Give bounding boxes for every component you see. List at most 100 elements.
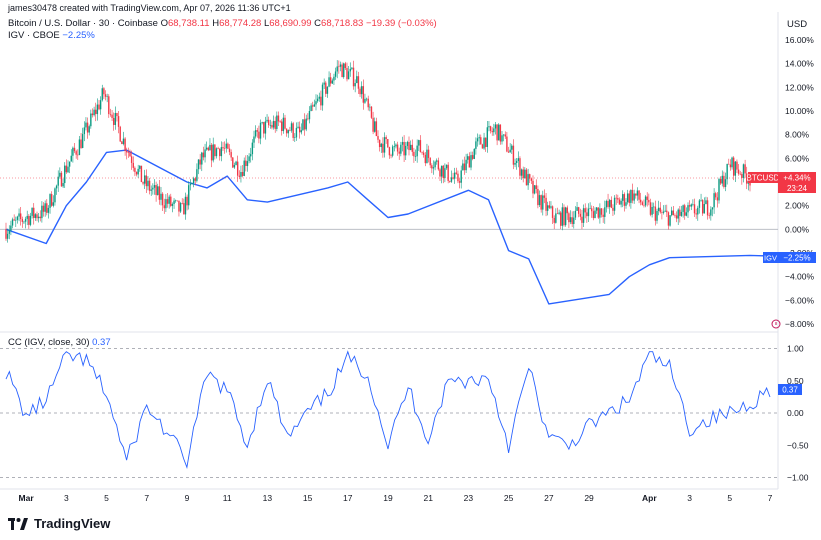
btc-candle-body [680, 211, 683, 216]
btc-candle-body [318, 96, 320, 99]
grid-lines [0, 228, 778, 478]
btc-candle-body [662, 211, 665, 213]
btc-candle-body [279, 121, 281, 123]
btc-candle-body [620, 200, 622, 205]
price-tick-label: 2.00% [785, 201, 810, 211]
btc-candle-body [597, 207, 599, 218]
btc-candle-body [165, 199, 167, 209]
cc-series [5, 350, 771, 469]
compare-legend[interactable]: IGV · CBOE −2.25% [8, 30, 95, 41]
btc-candle-body [706, 200, 709, 216]
btc-candle-body [480, 137, 482, 145]
symbol-legend[interactable]: Bitcoin / U.S. Dollar · 30 · Coinbase O6… [8, 18, 437, 29]
btc-candle-body [114, 112, 117, 125]
cc-tick-label: 0.00 [787, 408, 804, 418]
btc-candle-body [235, 161, 237, 166]
btc-candle-body [201, 152, 203, 165]
btc-candle-body [648, 199, 650, 203]
btc-candle-body [98, 104, 100, 110]
compare-symbol: IGV · CBOE [8, 30, 60, 41]
btc-candle-body [737, 169, 740, 174]
btc-candle-body [157, 186, 159, 196]
btc-candle-body [713, 193, 715, 208]
currency-label[interactable]: USD [787, 19, 808, 30]
btc-candle-body [78, 139, 81, 155]
btc-candle-body [202, 152, 205, 158]
btc-candle-body [507, 151, 510, 153]
indicator-legend[interactable]: CC (IGV, close, 30) 0.37 [8, 337, 111, 348]
igv-series [5, 149, 771, 305]
btc-candle-body [732, 157, 735, 176]
btc-candle-body [393, 146, 396, 147]
btc-candle-body [160, 193, 162, 200]
btc-candle-body [610, 199, 613, 208]
btc-candle-body [349, 68, 351, 72]
btc-candle-body [701, 200, 704, 214]
btc-badge-timer: 23:24 [787, 184, 808, 193]
btc-candle-body [315, 101, 317, 105]
btc-candle-body [462, 163, 464, 171]
btc-candle-body [697, 207, 699, 215]
btc-candle-body [579, 213, 582, 217]
btc-candle-body [189, 184, 192, 186]
btc-candle-body [700, 200, 702, 201]
btc-candle-body [380, 143, 382, 148]
btc-candle-body [517, 158, 520, 161]
btc-candle-body [166, 199, 169, 204]
btc-candle-body [525, 169, 528, 186]
btc-candle-body [49, 194, 51, 208]
btc-candle-body [343, 63, 345, 78]
btc-candle-body [357, 76, 360, 89]
btc-candle-body [690, 204, 692, 207]
btc-candle-body [370, 106, 373, 118]
btc-candle-body [54, 188, 56, 203]
btc-candle-body [16, 216, 19, 220]
btc-candle-body [431, 165, 433, 169]
btc-candle-body [749, 181, 751, 186]
cc-line [5, 350, 771, 469]
btc-candle-body [728, 163, 730, 165]
btc-candle-body [264, 121, 267, 134]
btc-candle-body [103, 88, 105, 95]
btc-candle-body [391, 146, 394, 156]
btc-candle-body [595, 207, 598, 211]
btc-candle-body [703, 203, 706, 214]
btc-candle-body [212, 144, 214, 161]
alert-icon[interactable] [771, 319, 781, 329]
btc-candle-body [352, 67, 355, 87]
cc-value-badge: 0.37 [778, 384, 802, 395]
btc-candle-body [649, 202, 652, 215]
btc-candle-body [331, 80, 334, 84]
btc-candle-body [112, 117, 115, 125]
btc-candle-body [434, 161, 436, 168]
cc-axis-ticks[interactable]: 1.00 0.50 0.00 −0.50 −1.00 [787, 344, 809, 483]
btc-candle-body [57, 176, 59, 186]
time-tick-label: 7 [768, 493, 773, 503]
btc-candle-body [674, 215, 676, 216]
time-tick-label: 9 [185, 493, 190, 503]
btc-candle-body [538, 195, 541, 206]
btc-candle-body [471, 155, 474, 159]
btc-candle-body [377, 136, 379, 140]
btc-candle-body [378, 139, 381, 148]
price-tick-label: 16.00% [785, 35, 814, 45]
btc-candle-body [605, 200, 608, 208]
btc-candle-body [504, 134, 506, 137]
time-axis-ticks[interactable]: Mar 3 5 7 9 11 13 15 17 19 21 23 25 27 29 Apr 3 5 7 [19, 493, 773, 503]
btc-candle-body [336, 66, 338, 72]
btc-candle-body [623, 194, 626, 206]
btc-candle-body [274, 120, 276, 129]
btc-candle-body [181, 203, 183, 204]
btc-candle-body [496, 124, 498, 141]
btc-candle-body [236, 161, 239, 176]
btc-candle-body [631, 190, 634, 201]
btc-candle-body [285, 128, 288, 134]
btc-candle-body [571, 217, 573, 225]
btc-candle-body [310, 105, 312, 112]
btc-candle-body [281, 121, 283, 132]
btc-candle-body [677, 209, 679, 219]
btc-candle-body [326, 86, 329, 94]
btc-candle-body [540, 195, 542, 210]
btc-candle-body [406, 141, 409, 146]
